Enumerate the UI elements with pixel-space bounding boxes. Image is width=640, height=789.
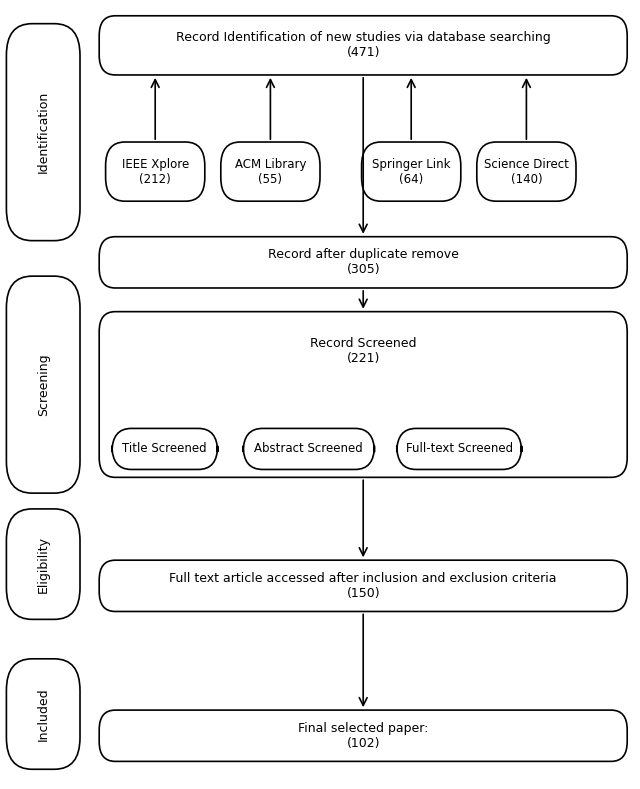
Text: Full-text Screened: Full-text Screened (406, 443, 513, 455)
FancyBboxPatch shape (99, 16, 627, 75)
Text: Abstract Screened: Abstract Screened (255, 443, 363, 455)
FancyBboxPatch shape (99, 710, 627, 761)
FancyBboxPatch shape (106, 142, 205, 201)
Text: Screening: Screening (36, 353, 50, 416)
FancyBboxPatch shape (99, 237, 627, 288)
Text: Included: Included (36, 687, 50, 741)
Text: Springer Link
(64): Springer Link (64) (372, 158, 451, 185)
Text: Eligibility: Eligibility (36, 536, 50, 593)
Text: Record Screened
(221): Record Screened (221) (310, 337, 417, 365)
Text: Record after duplicate remove
(305): Record after duplicate remove (305) (268, 249, 459, 276)
Text: Title Screened: Title Screened (122, 443, 207, 455)
FancyBboxPatch shape (6, 509, 80, 619)
FancyBboxPatch shape (99, 312, 627, 477)
Text: Final selected paper:
(102): Final selected paper: (102) (298, 722, 428, 750)
Text: IEEE Xplore
(212): IEEE Xplore (212) (122, 158, 189, 185)
FancyBboxPatch shape (243, 428, 374, 469)
FancyBboxPatch shape (221, 142, 320, 201)
Text: Identification: Identification (36, 91, 50, 174)
Text: Science Direct
(140): Science Direct (140) (484, 158, 569, 185)
FancyBboxPatch shape (362, 142, 461, 201)
FancyBboxPatch shape (6, 276, 80, 493)
FancyBboxPatch shape (6, 659, 80, 769)
Text: Record Identification of new studies via database searching
(471): Record Identification of new studies via… (176, 32, 550, 59)
FancyBboxPatch shape (477, 142, 576, 201)
FancyBboxPatch shape (112, 428, 218, 469)
Text: ACM Library
(55): ACM Library (55) (235, 158, 306, 185)
FancyBboxPatch shape (397, 428, 522, 469)
FancyBboxPatch shape (6, 24, 80, 241)
Text: Full text article accessed after inclusion and exclusion criteria
(150): Full text article accessed after inclusi… (170, 572, 557, 600)
FancyBboxPatch shape (99, 560, 627, 611)
